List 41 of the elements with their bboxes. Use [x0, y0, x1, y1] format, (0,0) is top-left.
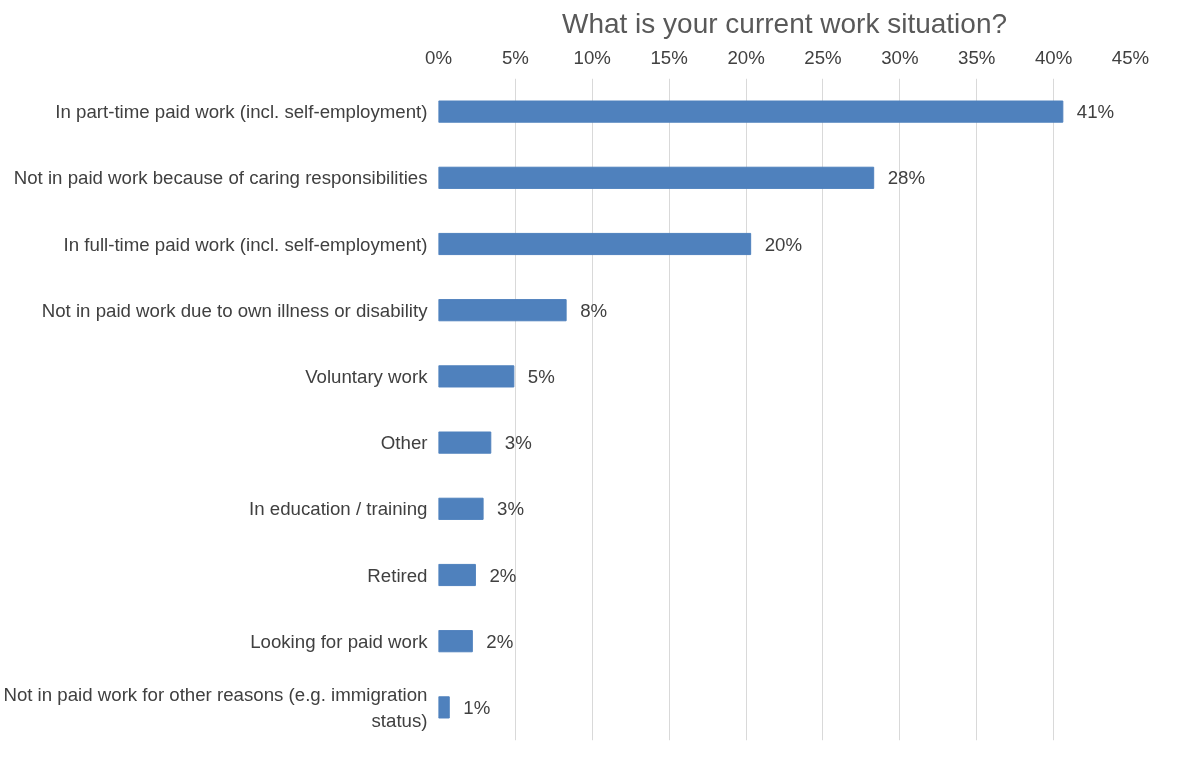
y-tick-label: Voluntary work [305, 365, 429, 387]
x-tick-label: 20% [727, 46, 765, 68]
x-tick-label: 10% [573, 46, 611, 68]
data-label: 1% [463, 696, 491, 718]
data-label: 5% [527, 365, 555, 387]
bar [438, 696, 450, 719]
data-label: 2% [489, 564, 517, 586]
bar [438, 431, 492, 454]
bar [438, 497, 484, 520]
y-tick-label: Retired [367, 564, 428, 586]
x-tick-label: 35% [958, 46, 996, 68]
y-tick-label: In part-time paid work (incl. self-employment) [55, 101, 428, 123]
x-tick-label: 30% [881, 46, 919, 68]
bar [438, 563, 476, 587]
data-label: 8% [580, 299, 608, 321]
data-label: 41% [1076, 101, 1115, 123]
x-tick-label: 45% [1111, 46, 1150, 68]
data-label: 3% [497, 498, 525, 520]
data-label: 3% [504, 432, 532, 454]
x-tick-label: 0% [425, 46, 452, 68]
bar [438, 299, 567, 322]
bar [438, 365, 515, 388]
y-tick-label: Not in paid work due to own illness or disability [41, 299, 429, 321]
y-tick-label: Other [380, 432, 428, 454]
x-tick-label: 40% [1034, 46, 1073, 68]
x-tick-label: 25% [804, 46, 842, 68]
y-tick-label: Looking for paid work [250, 630, 429, 652]
y-tick-label: In education / training [249, 498, 428, 520]
bar [438, 166, 875, 189]
y-tick-label: Not in paid work for other reasons (e.g. immigration status) [3, 684, 428, 731]
data-label: 2% [486, 630, 514, 652]
bar [438, 100, 1064, 123]
bar [438, 232, 752, 256]
data-label: 28% [887, 167, 926, 189]
bar [438, 630, 473, 653]
x-tick-label: 15% [650, 46, 688, 68]
data-label: 20% [764, 233, 803, 255]
y-tick-label: Not in paid work because of caring responsibilities [13, 167, 428, 189]
chart-title: What is your current work situation? [561, 7, 1008, 39]
x-tick-label: 5% [501, 46, 529, 68]
y-tick-label: In full-time paid work (incl. self-employment) [63, 233, 428, 255]
